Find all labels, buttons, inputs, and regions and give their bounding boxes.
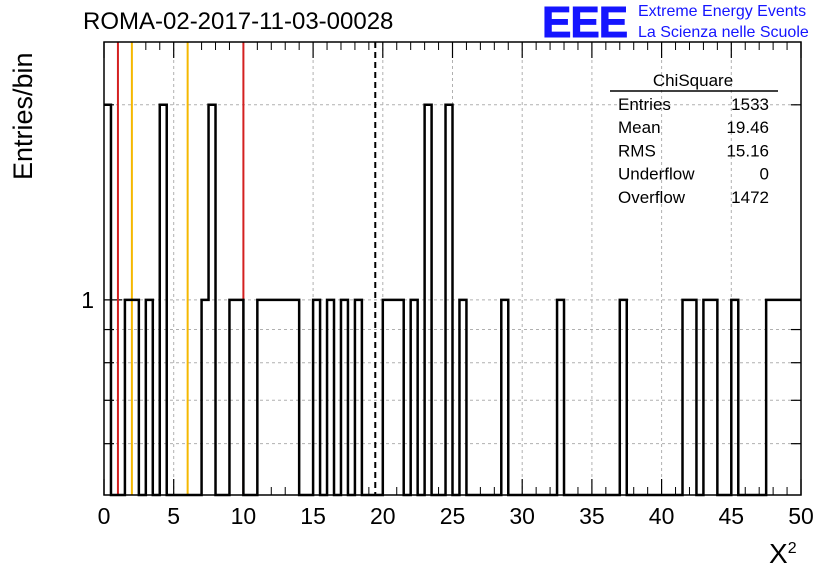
stats-row-label: Entries [618,95,671,114]
stats-row-value: 1472 [731,188,769,207]
eee-logo: EEE [541,0,628,47]
reference-lines [116,42,377,495]
chart-title: ROMA-02-2017-11-03-00028 [83,8,394,35]
x-tick-label: 5 [167,503,180,529]
stats-row-value: 1533 [731,95,769,114]
plot-frame [103,41,802,496]
x-tick-label: 15 [300,503,326,529]
stats-box: ChiSquare Entries 1533 Mean 19.46 RMS 15.16 Un… [610,71,778,207]
logo-text-line2: La Scienza nelle Scuole [638,24,809,41]
histogram-outline [104,103,801,497]
stats-row-label: Mean [618,118,661,137]
x-tick-label: 20 [370,503,396,529]
logo-text-line1: Extreme Energy Events [638,3,807,20]
stats-row-label: RMS [618,141,656,160]
x-tick-label: 50 [788,503,814,529]
x-axis-label: X2 [769,538,797,569]
y-tick-label: 1 [81,287,94,313]
stats-rows: Entries 1533 Mean 19.46 RMS 15.16 Underflow 0 Ov… [618,95,769,207]
stats-title: ChiSquare [653,71,733,90]
y-tick-labels: 1 [81,287,94,313]
stats-row-label: Underflow [618,165,695,184]
x-tick-label: 25 [440,503,466,529]
x-tick-label: 10 [231,503,257,529]
stats-row-value: 15.16 [726,141,769,160]
x-tick-label: 30 [509,503,535,529]
stats-row-value: 19.46 [726,118,769,137]
x-tick-label: 40 [649,503,675,529]
x-tick-labels: 0 5 10 15 20 25 30 35 40 45 50 [98,503,814,529]
x-tick-label: 0 [98,503,111,529]
x-tick-label: 45 [719,503,745,529]
x-tick-label: 35 [579,503,605,529]
stats-row-value: 0 [760,165,769,184]
stats-row-label: Overflow [618,188,686,207]
